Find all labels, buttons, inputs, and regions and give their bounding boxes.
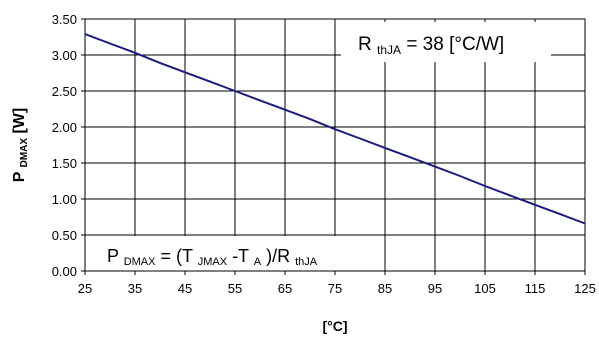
- formula-annotation: P DMAX = (T JMAX -T A )/R thJA: [107, 246, 318, 269]
- x-tick-label: 65: [278, 281, 292, 296]
- y-axis-title-sub: DMAX: [19, 138, 30, 168]
- y-tick-label: 2.00: [52, 120, 77, 135]
- formula-r-sub: thJA: [295, 256, 318, 268]
- series-layer: [84, 33, 586, 225]
- y-axis-title: P DMAX [W]: [11, 108, 31, 183]
- y-tick-label: 0.50: [52, 228, 77, 243]
- y-tick-label: 2.50: [52, 84, 77, 99]
- x-tick-label: 25: [78, 281, 92, 296]
- rth-subscript: thJA: [377, 43, 401, 57]
- rth-annotation-box: [341, 22, 551, 62]
- formula-dash: -T: [232, 246, 249, 266]
- x-tick-label: 55: [228, 281, 242, 296]
- formula-p-sub: DMAX: [124, 256, 156, 268]
- y-tick-label: 3.00: [52, 48, 77, 63]
- y-tick-label: 3.50: [52, 12, 77, 27]
- rth-annotation: R thJA = 38 [°C/W]: [358, 34, 504, 59]
- formula-eq: = (T: [161, 246, 194, 266]
- formula-div: )/R: [266, 246, 290, 266]
- y-tick-label: 1.50: [52, 156, 77, 171]
- derating-curve: [84, 33, 586, 225]
- x-tick-label: 85: [378, 281, 392, 296]
- y-tick-label: 0.00: [52, 264, 77, 279]
- rth-value: = 38 [°C/W]: [406, 34, 504, 55]
- formula-ta-sub: A: [254, 256, 262, 268]
- x-tick-label: 105: [474, 281, 496, 296]
- y-axis-title-unit: [W]: [11, 108, 28, 134]
- formula-annotation-box: [95, 236, 369, 271]
- formula-tj-sub: JMAX: [198, 256, 228, 268]
- x-tick-label: 115: [525, 281, 546, 296]
- x-tick-label: 75: [328, 281, 342, 296]
- rth-symbol: R: [358, 34, 372, 55]
- formula-p: P: [107, 246, 119, 266]
- x-axis-title: [°C]: [322, 318, 347, 334]
- x-tick-label: 45: [178, 281, 192, 296]
- y-axis-title-main: P: [11, 171, 28, 182]
- y-tick-label: 1.00: [52, 192, 77, 207]
- x-tick-label: 125: [574, 281, 596, 296]
- x-tick-label: 95: [428, 281, 442, 296]
- axis-ticks: 25 35 45 55 65 75 85 95 105 115 125 0.00 0.50 1.00 1.5…: [52, 12, 596, 296]
- x-tick-label: 35: [128, 281, 142, 296]
